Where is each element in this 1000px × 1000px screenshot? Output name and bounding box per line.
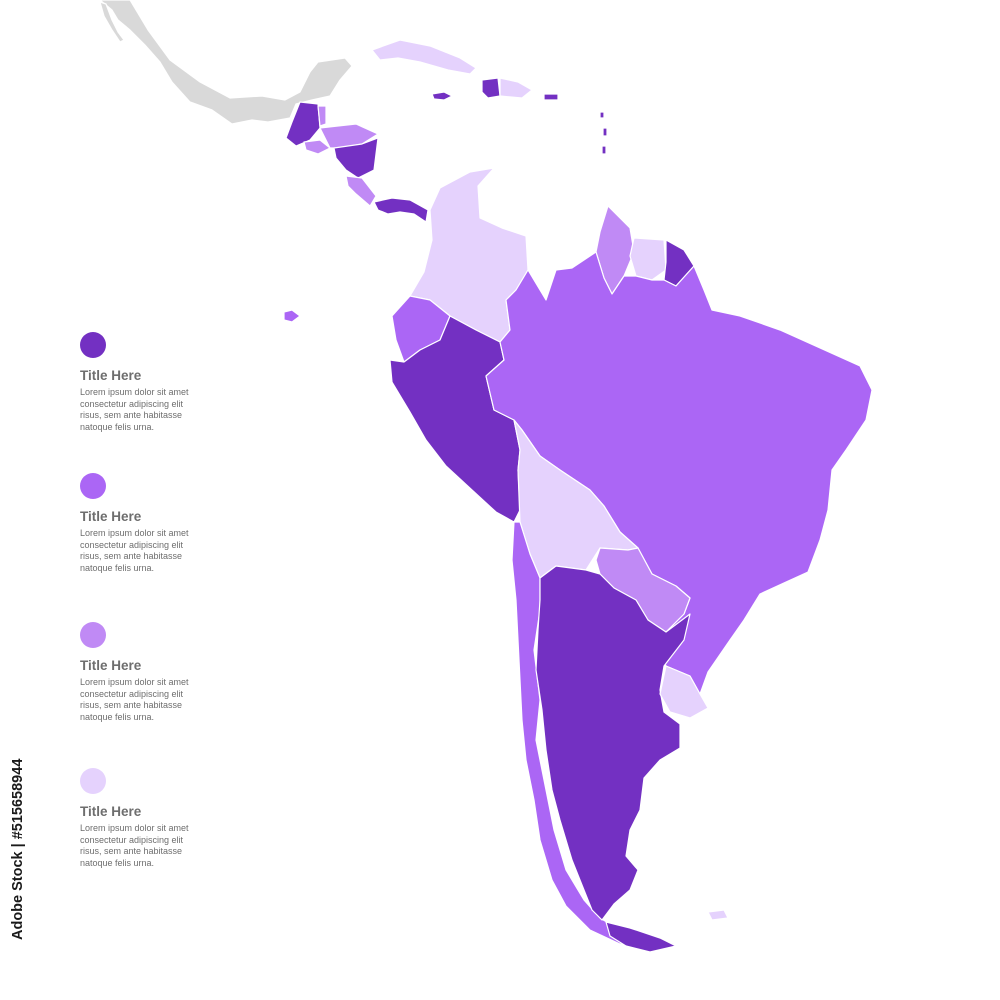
legend-title: Title Here	[80, 658, 142, 673]
legend-description: Lorem ipsum dolor sit amet consectetur a…	[80, 387, 189, 432]
region-galapagos	[283, 309, 301, 323]
region-tierra-del-fuego	[605, 921, 677, 953]
legend-item: Title Here Lorem ipsum dolor sit amet co…	[80, 473, 230, 574]
region-mexico	[99, 0, 353, 125]
legend-swatch	[80, 473, 106, 499]
region-panama	[373, 197, 429, 223]
legend-title: Title Here	[80, 509, 142, 524]
stock-id-label: Adobe Stock | #515658944	[10, 758, 26, 940]
legend-swatch	[80, 332, 106, 358]
legend-description: Lorem ipsum dolor sit amet consectetur a…	[80, 528, 189, 573]
region-puerto-rico	[543, 93, 559, 101]
region-baja-california	[99, 1, 125, 43]
legend-description: Lorem ipsum dolor sit amet consectetur a…	[80, 823, 189, 868]
region-falklands	[707, 909, 729, 921]
region-cuba	[371, 39, 477, 75]
legend-item: Title Here Lorem ipsum dolor sit amet co…	[80, 768, 230, 869]
legend-title: Title Here	[80, 804, 142, 819]
region-el-salvador	[303, 139, 331, 155]
region-nicaragua	[333, 137, 379, 179]
region-uruguay	[659, 665, 709, 719]
legend-swatch	[80, 768, 106, 794]
region-belize	[317, 105, 327, 127]
legend-item: Title Here Lorem ipsum dolor sit amet co…	[80, 332, 230, 433]
region-dominican-republic	[499, 77, 533, 99]
legend-swatch	[80, 622, 106, 648]
legend-item: Title Here Lorem ipsum dolor sit amet co…	[80, 622, 230, 723]
legend-title: Title Here	[80, 368, 142, 383]
region-lesser-antilles	[599, 111, 608, 155]
region-argentina	[535, 565, 691, 921]
region-costa-rica	[345, 175, 377, 207]
region-haiti	[481, 77, 501, 99]
region-jamaica	[431, 91, 453, 101]
legend-description: Lorem ipsum dolor sit amet consectetur a…	[80, 677, 189, 722]
region-suriname	[629, 237, 667, 281]
